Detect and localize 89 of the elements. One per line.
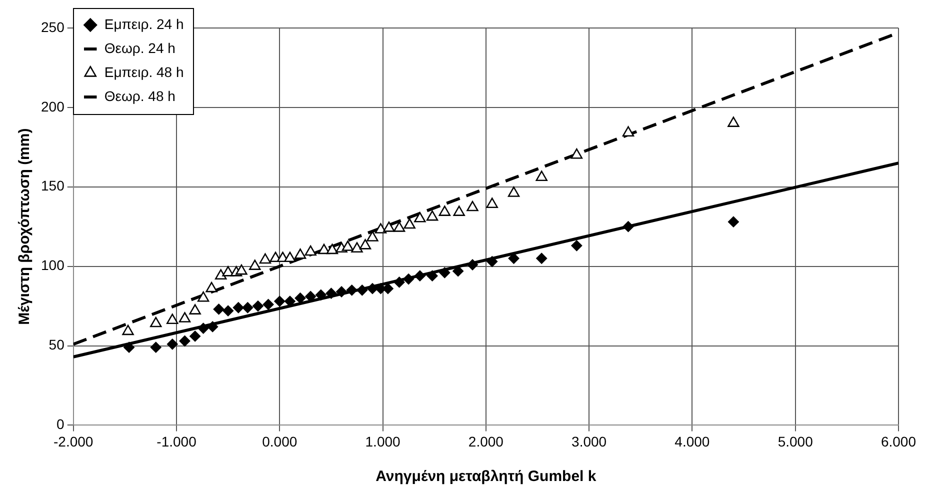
point <box>467 259 478 270</box>
point <box>466 200 478 212</box>
point <box>166 314 178 324</box>
point <box>206 282 218 292</box>
x-axis-title: Ανηγμένη μεταβλητή Gumbel k <box>376 468 597 486</box>
point <box>213 304 224 315</box>
point <box>274 296 286 307</box>
point <box>284 252 296 262</box>
point <box>486 198 498 208</box>
point <box>351 242 363 252</box>
point <box>622 221 634 232</box>
point <box>215 269 227 280</box>
point <box>189 304 201 314</box>
point <box>374 223 387 234</box>
point <box>150 316 162 328</box>
y-tick-label: 200 <box>41 98 65 114</box>
point <box>486 256 498 268</box>
point <box>166 338 178 350</box>
point <box>622 126 634 137</box>
point <box>394 276 405 288</box>
point <box>414 270 426 282</box>
point <box>356 284 368 296</box>
point <box>198 322 209 334</box>
point <box>315 289 326 300</box>
point <box>318 244 330 254</box>
y-tick-label: 100 <box>41 257 65 274</box>
point <box>252 300 264 312</box>
x-tick-label: 2.000 <box>468 433 504 450</box>
point <box>570 148 583 159</box>
point <box>536 252 548 264</box>
point <box>366 231 378 242</box>
x-tick-label: 6.000 <box>880 433 916 450</box>
point <box>207 321 218 332</box>
x-tick-label: 3.000 <box>572 433 607 450</box>
y-tick-label: 0 <box>56 416 65 432</box>
point <box>404 218 416 229</box>
point <box>124 342 135 353</box>
y-tick-label: 250 <box>41 18 65 35</box>
point <box>453 206 465 216</box>
point <box>178 312 191 322</box>
point <box>249 260 261 270</box>
point <box>150 342 162 353</box>
point <box>197 291 210 302</box>
point <box>426 270 438 282</box>
x-tick-label: 0.000 <box>262 433 298 450</box>
legend-label: Εμπειρ. 48 h <box>104 64 184 80</box>
point <box>508 186 520 197</box>
point <box>236 264 248 275</box>
point <box>571 240 582 252</box>
point <box>294 292 306 304</box>
point <box>393 222 406 232</box>
point <box>359 239 372 250</box>
legend-label: Εμπειρ. 24 h <box>104 16 184 32</box>
point <box>294 248 306 259</box>
point <box>326 244 338 254</box>
legend-label: Θεωρ. 48 h <box>104 88 176 104</box>
y-axis-title: Μέγιστη βροχόπτωση (mm) <box>16 128 34 325</box>
point <box>438 206 451 216</box>
point <box>336 286 348 298</box>
point <box>342 240 354 251</box>
legend-label: Θεωρ. 24 h <box>104 40 176 56</box>
x-tick-label: 5.000 <box>778 433 814 450</box>
point <box>426 210 438 221</box>
point <box>304 245 316 256</box>
point <box>262 298 274 310</box>
point <box>190 330 201 342</box>
point <box>122 324 134 336</box>
point <box>222 305 234 316</box>
x-tick-label: -1.000 <box>156 433 197 450</box>
y-tick-label: 50 <box>48 336 65 353</box>
point <box>403 274 414 285</box>
y-tick-label: 150 <box>41 178 65 194</box>
point <box>259 253 272 264</box>
x-tick-label: 4.000 <box>674 433 710 450</box>
point <box>326 288 337 299</box>
point <box>232 302 244 314</box>
point <box>242 302 254 314</box>
point <box>346 284 358 296</box>
point <box>383 222 395 232</box>
point <box>179 335 190 346</box>
point <box>222 266 234 276</box>
point <box>414 212 426 222</box>
x-tick-label: 1.000 <box>365 433 401 450</box>
point <box>439 267 450 278</box>
point <box>536 170 548 181</box>
point <box>728 116 740 127</box>
x-tick-label: -2.000 <box>54 433 94 450</box>
point <box>728 216 739 228</box>
point <box>366 283 378 294</box>
